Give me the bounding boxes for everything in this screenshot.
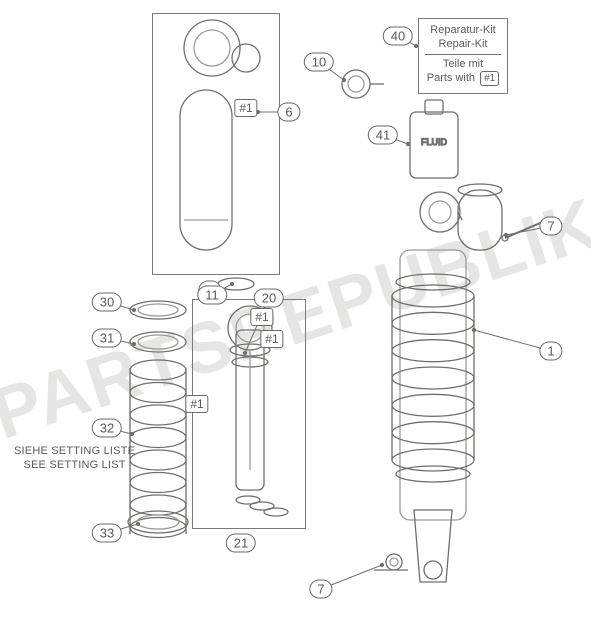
callout-label: 32 [92, 419, 122, 438]
diagram-stage: PARTSREPUBLIK FLUID Reparatur-Kit Repair… [0, 0, 591, 637]
callout-label: 11 [197, 286, 227, 305]
callout-label: 21 [226, 534, 256, 553]
repair-kit-divider [425, 54, 501, 55]
callout-label: 20 [254, 289, 284, 308]
callout-label: 41 [368, 126, 398, 145]
callout-7: 7 [539, 217, 562, 236]
group-box-piston [192, 299, 306, 529]
callout-label: 7 [309, 580, 332, 599]
callout-30: 30 [92, 293, 122, 312]
repair-kit-line1: Reparatur-Kit [421, 23, 505, 37]
repair-kit-line3: Teile mit [421, 57, 505, 71]
callout-41: 41 [368, 126, 398, 145]
setting-list-line2: SEE SETTING LIST [14, 459, 135, 473]
callout-label: 33 [92, 524, 122, 543]
callout-1: 1 [539, 342, 562, 361]
hash-mark: #1 [250, 308, 273, 326]
callout-label: 6 [277, 103, 300, 122]
callout-40: 40 [383, 27, 413, 46]
setting-list-line1: SIEHE SETTING LISTE [14, 445, 135, 459]
hash-mark: #1 [260, 330, 283, 348]
svg-text:FLUID: FLUID [421, 137, 448, 147]
callout-label: 1 [539, 342, 562, 361]
callout-label: 31 [92, 329, 122, 348]
callout-11: 11 [197, 286, 227, 305]
repair-kit-text: Reparatur-Kit Repair-Kit Teile mit Parts… [419, 19, 507, 90]
repair-kit-line4: Parts with #1 [421, 71, 505, 86]
repair-kit-box: Reparatur-Kit Repair-Kit Teile mit Parts… [418, 18, 508, 94]
group-box-reservoir [152, 13, 280, 275]
callout-21: 21 [226, 534, 256, 553]
repair-kit-hash: #1 [480, 71, 499, 86]
repair-kit-line2: Repair-Kit [421, 37, 505, 51]
callout-31: 31 [92, 329, 122, 348]
hash-mark: #1 [234, 99, 257, 117]
setting-list-note: SIEHE SETTING LISTE SEE SETTING LIST [14, 445, 135, 473]
callout-32: 32 [92, 419, 122, 438]
callout-33: 33 [92, 524, 122, 543]
callout-10: 10 [304, 53, 334, 72]
callout-label: 30 [92, 293, 122, 312]
callout-7b: 7 [309, 580, 332, 599]
callout-label: 40 [383, 27, 413, 46]
hash-mark: #1 [185, 395, 208, 413]
callout-6: 6 [277, 103, 300, 122]
callout-label: 10 [304, 53, 334, 72]
callout-label: 7 [539, 217, 562, 236]
callout-20: 20 [254, 289, 284, 308]
